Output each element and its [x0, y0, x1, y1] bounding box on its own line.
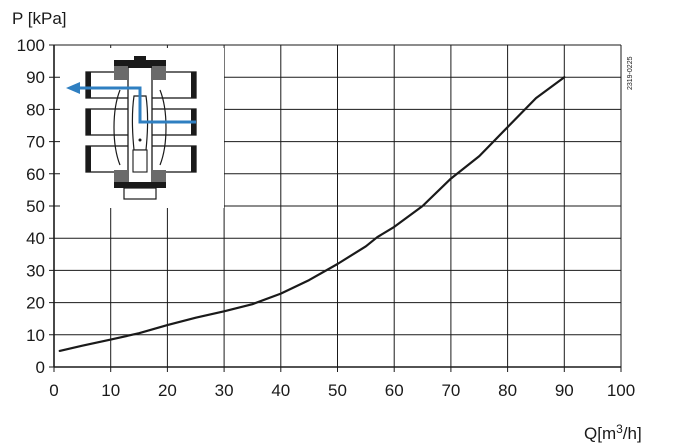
x-axis-title: Q[m3/h] — [584, 422, 642, 443]
y-tick-label: 60 — [26, 165, 45, 184]
x-tick-label: 60 — [385, 381, 404, 400]
valve-cross-section-icon — [60, 48, 224, 208]
x-tick-label: 0 — [49, 381, 58, 400]
grid — [49, 44, 622, 372]
tick-labels: 0 10 20 30 40 50 60 70 80 90 100 0 10 20 30 40 50 60 70 80 9… — [17, 36, 636, 400]
y-axis-title: P [kPa] — [12, 9, 67, 28]
x-tick-label: 30 — [215, 381, 234, 400]
y-tick-label: 80 — [26, 100, 45, 119]
x-tick-label: 10 — [101, 381, 120, 400]
y-tick-label: 90 — [26, 68, 45, 87]
reference-code: 2319-0225 — [627, 56, 634, 90]
y-tick-label: 20 — [26, 294, 45, 313]
series-line — [58, 76, 566, 352]
x-tick-label: 100 — [607, 381, 635, 400]
y-tick-label: 10 — [26, 326, 45, 345]
y-tick-label: 70 — [26, 133, 45, 152]
y-tick-label: 50 — [26, 197, 45, 216]
y-tick-label: 40 — [26, 229, 45, 248]
x-tick-label: 40 — [271, 381, 290, 400]
y-tick-label: 0 — [36, 358, 45, 377]
x-tick-label: 20 — [158, 381, 177, 400]
x-tick-label: 70 — [441, 381, 460, 400]
x-tick-label: 50 — [328, 381, 347, 400]
y-tick-label: 30 — [26, 261, 45, 280]
y-tick-label: 100 — [17, 36, 45, 55]
x-tick-label: 90 — [555, 381, 574, 400]
x-tick-label: 80 — [498, 381, 517, 400]
